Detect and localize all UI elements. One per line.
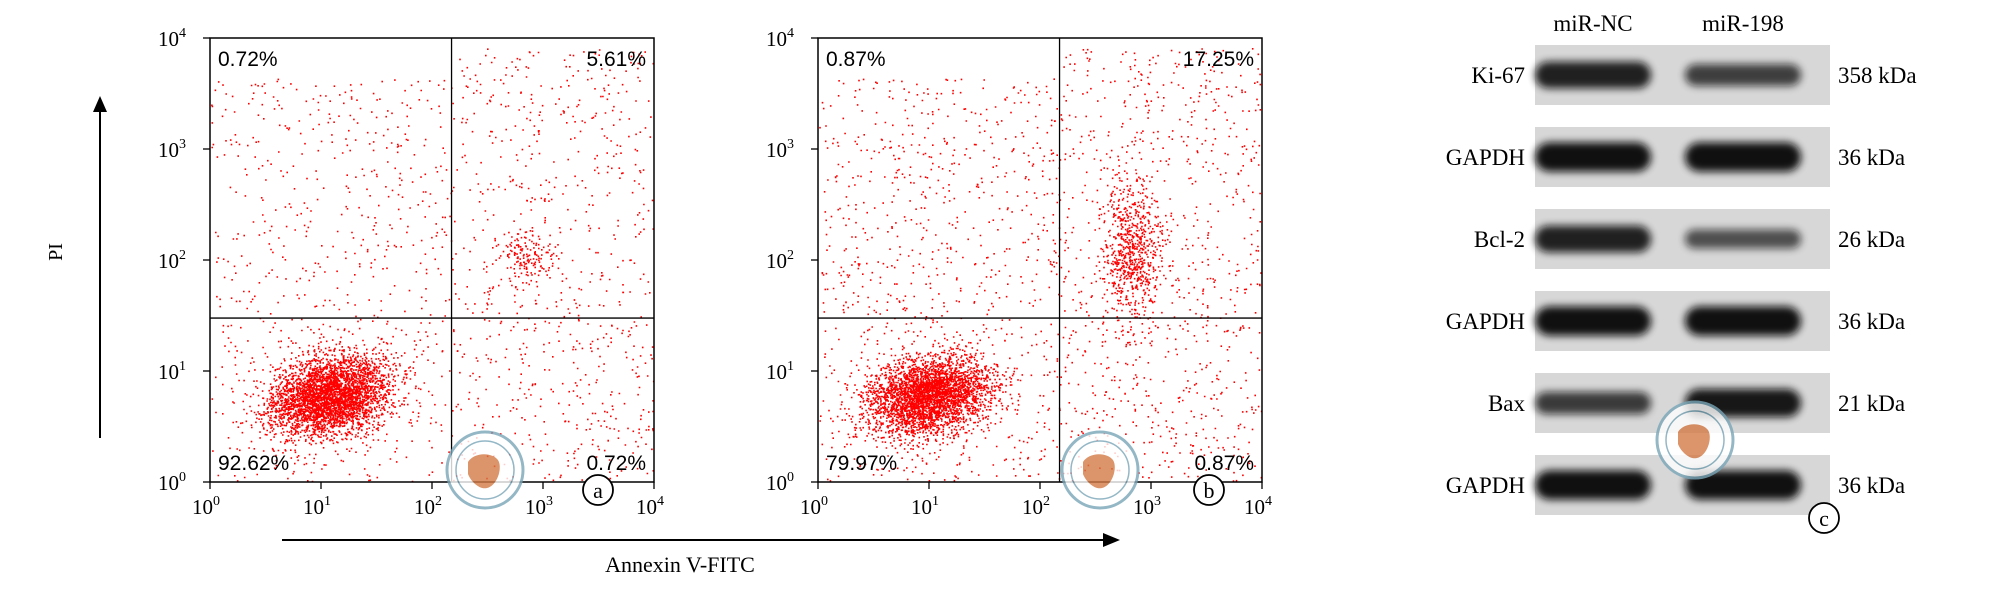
y-tick-label: 103 [158,137,186,162]
scatter-dots [819,48,1263,483]
blot-band [1685,64,1801,86]
blot-band [1535,470,1651,500]
y-tick-label: 100 [766,470,794,495]
x-tick-label: 103 [1133,494,1161,519]
blot-row: Ki-67 358 kDa [1471,45,1917,105]
protein-label: GAPDH [1446,145,1525,170]
blot-band [1685,306,1801,336]
panel-label-a: a [582,474,614,506]
quadrant-lower-left-b: 79.97% [826,452,897,475]
blot-rows: Ki-67 358 kDa GAPDH 36 kDa Bcl-2 26 kDa GAPDH 3… [1446,45,1917,515]
quadrant-lower-right-b: 0.87% [1194,452,1254,475]
protein-label: Bcl-2 [1474,227,1525,252]
blot-band [1535,306,1651,336]
blot-band [1535,391,1651,415]
scatter-points-b [819,48,1263,483]
blot-band [1535,225,1651,253]
blot-row: GAPDH 36 kDa [1446,127,1905,187]
size-label: 358 kDa [1838,63,1917,88]
scatter-points-a [211,48,655,483]
x-tick-label: 101 [911,494,939,519]
watermark-seal-b [1060,430,1140,510]
quadrant-gates-b [818,38,1262,482]
watermark-seal-a [445,430,525,510]
quadrant-upper-left-b: 0.87% [826,48,886,71]
size-label: 26 kDa [1838,227,1905,252]
blot-band [1535,61,1651,89]
y-tick-label: 102 [158,248,186,273]
quadrant-upper-left-a: 0.72% [218,48,278,71]
shared-axes: PI Annexin V-FITC [45,96,1120,577]
y-tick-label: 103 [766,137,794,162]
lane-label-mir-nc: miR-NC [1553,11,1632,36]
blot-row: Bcl-2 26 kDa [1474,209,1905,269]
blot-band [1685,229,1801,249]
size-label: 36 kDa [1838,145,1905,170]
x-tick-label: 102 [414,494,442,519]
western-blot-panel-c: miR-NC miR-198 Ki-67 358 kDa GAPDH 36 kDa Bc… [1446,11,1917,534]
quadrant-upper-right-a: 5.61% [586,48,646,71]
watermark-seal-c [1655,400,1735,480]
y-axis-title: PI [45,243,67,261]
blot-band [1685,470,1801,500]
protein-label: Bax [1488,391,1526,416]
y-tick-label: 100 [158,470,186,495]
protein-label: GAPDH [1446,473,1525,498]
lane-label-mir-198: miR-198 [1702,11,1784,36]
size-label: 36 kDa [1838,473,1905,498]
blot-band [1535,142,1651,172]
x-tick-label: 102 [1022,494,1050,519]
protein-label: Ki-67 [1471,63,1525,88]
svg-text:b: b [1204,478,1215,503]
x-tick-label: 103 [525,494,553,519]
protein-label: GAPDH [1446,309,1525,334]
y-tick-label: 104 [766,26,794,51]
x-axis-title: Annexin V-FITC [605,552,755,577]
x-tick-label: 104 [636,494,664,519]
y-axis-arrowhead [93,96,107,112]
y-tick-label: 104 [158,26,186,51]
quadrant-lower-right-a: 0.72% [586,452,646,475]
blot-row: GAPDH 36 kDa [1446,291,1905,351]
quadrant-lower-left-a: 92.62% [218,452,289,475]
y-tick-label: 102 [766,248,794,273]
quadrant-upper-right-b: 17.25% [1183,48,1254,71]
size-label: 21 kDa [1838,391,1905,416]
panel-label-c: c [1808,502,1840,534]
blot-band [1685,142,1801,172]
x-tick-label: 101 [303,494,331,519]
x-tick-label: 100 [192,494,220,519]
x-axis-arrowhead [1103,533,1120,547]
svg-text:c: c [1819,506,1829,531]
x-tick-label: 104 [1244,494,1272,519]
svg-text:a: a [593,478,603,503]
y-tick-label: 101 [766,359,794,384]
x-tick-label: 100 [800,494,828,519]
panel-label-b: b [1193,474,1225,506]
quadrant-gates-a [210,38,654,482]
scatter-dots [211,48,655,483]
size-label: 36 kDa [1838,309,1905,334]
y-tick-label: 101 [158,359,186,384]
